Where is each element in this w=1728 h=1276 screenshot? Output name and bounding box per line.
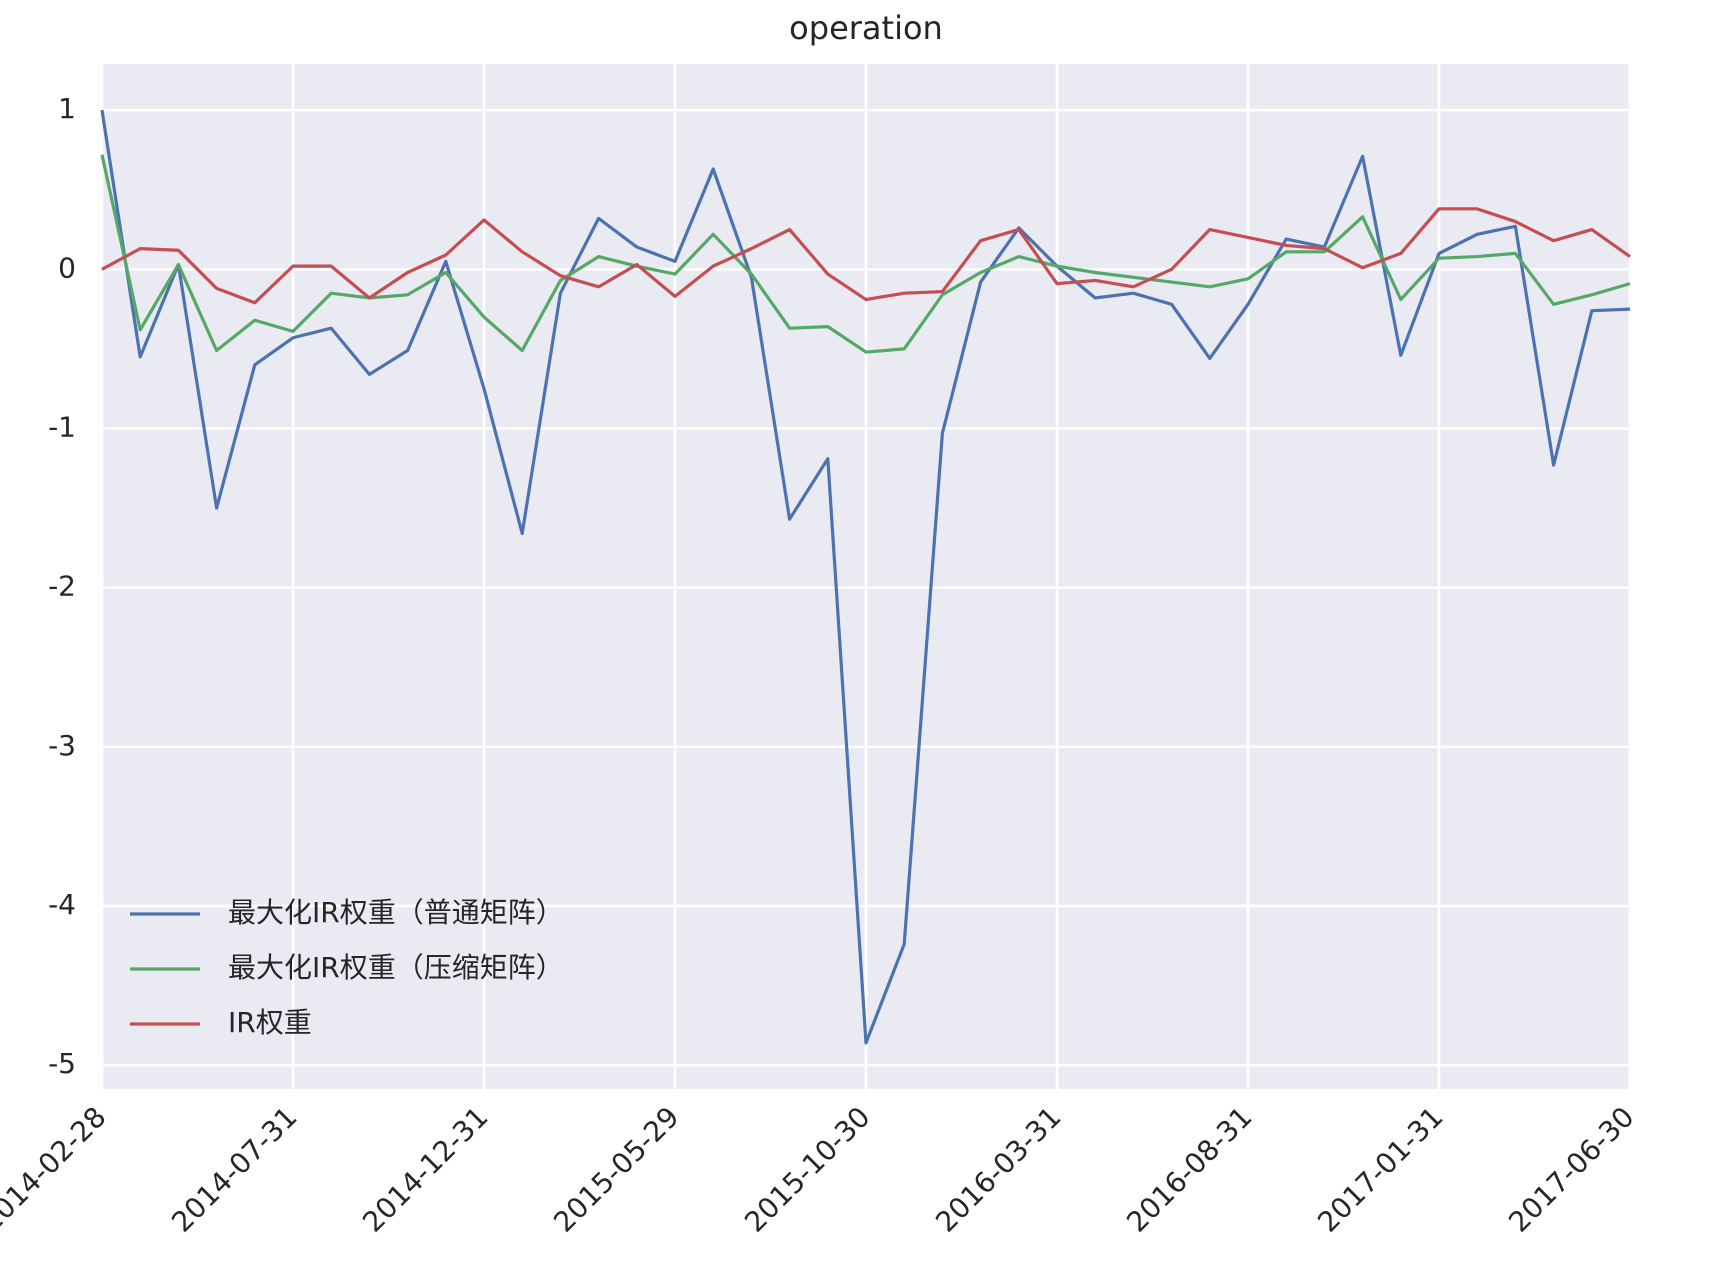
x-tick-label: 2015-05-29 [547, 1100, 685, 1238]
legend-label: 最大化IR权重（压缩矩阵） [228, 951, 564, 984]
legend-label: 最大化IR权重（普通矩阵） [228, 896, 564, 929]
y-tick-label: -5 [48, 1047, 76, 1080]
y-tick-label: -4 [48, 888, 76, 921]
y-tick-label: -2 [48, 570, 76, 603]
x-tick-label: 2017-06-30 [1502, 1100, 1640, 1238]
y-tick-label: 1 [58, 92, 76, 125]
x-tick-label: 2014-02-28 [0, 1100, 113, 1238]
x-tick-label: 2017-01-31 [1311, 1100, 1449, 1238]
x-tick-label: 2015-10-30 [738, 1100, 876, 1238]
chart-title: operation [789, 9, 943, 47]
line-series [100, 109, 1631, 1045]
x-tick-label: 2016-03-31 [929, 1100, 1067, 1238]
line-series [100, 154, 1631, 354]
x-tick-label: 2014-07-31 [165, 1100, 303, 1238]
x-tick-label: 2016-08-31 [1120, 1100, 1258, 1238]
line-series [101, 207, 1631, 305]
y-tick-label: -1 [48, 410, 76, 443]
y-tick-label: 0 [58, 251, 76, 284]
legend-label: IR权重 [228, 1006, 312, 1039]
x-tick-label: 2014-12-31 [356, 1100, 494, 1238]
y-tick-label: -3 [48, 729, 76, 762]
